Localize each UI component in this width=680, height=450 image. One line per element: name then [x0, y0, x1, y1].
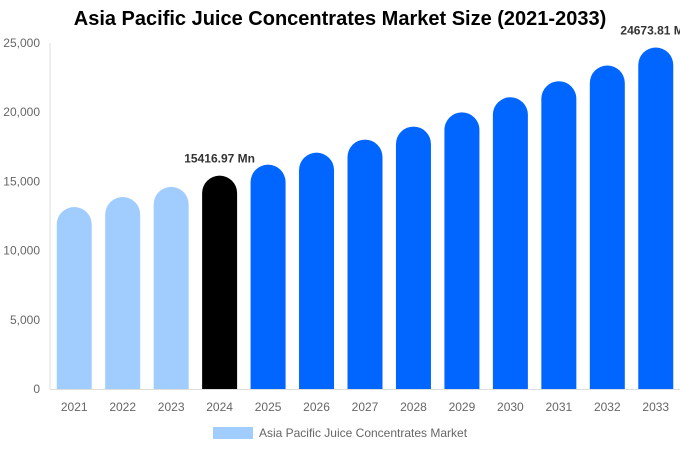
x-tick-label: 2032 [594, 400, 621, 414]
bar-2032 [589, 65, 625, 389]
x-tick-label: 2023 [158, 400, 185, 414]
bar-2029 [444, 112, 480, 390]
x-tick-label: 2025 [255, 400, 282, 414]
x-tick-label: 2026 [303, 400, 330, 414]
bar-2025 [250, 164, 286, 389]
chart-title: Asia Pacific Juice Concentrates Market S… [73, 8, 607, 30]
bar-2022 [105, 197, 141, 389]
bar-2033 [638, 47, 674, 390]
bar-2028 [395, 126, 431, 390]
x-tick-label: 2030 [497, 400, 524, 414]
legend-label: Asia Pacific Juice Concentrates Market [258, 426, 468, 440]
x-tick-label: 2031 [545, 400, 572, 414]
x-tick-label: 2029 [449, 400, 476, 414]
bar-2027 [347, 139, 383, 389]
x-tick-label: 2024 [206, 400, 233, 414]
y-tick-label: 10,000 [3, 244, 40, 258]
bar-2023 [153, 186, 189, 389]
bar-2031 [541, 81, 577, 390]
y-tick-label: 25,000 [3, 36, 40, 50]
bar-2030 [492, 97, 528, 390]
x-tick-label: 2022 [109, 400, 136, 414]
y-tick-label: 0 [33, 382, 40, 396]
legend: Asia Pacific Juice Concentrates Market [0, 426, 680, 440]
data-label-2024: 15416.97 Mn [184, 152, 255, 166]
y-tick-label: 15,000 [3, 174, 40, 188]
x-tick-label: 2028 [400, 400, 427, 414]
bar-2024 [202, 175, 238, 389]
x-tick-label: 2033 [642, 400, 669, 414]
x-tick-label: 2021 [61, 400, 88, 414]
legend-swatch [212, 427, 253, 439]
bar-2021 [56, 207, 92, 389]
bar-2026 [299, 152, 335, 389]
x-tick-label: 2027 [352, 400, 379, 414]
y-tick-label: 5,000 [10, 313, 40, 327]
data-label-2033: 24673.81 Mn [620, 24, 680, 38]
y-tick-label: 20,000 [3, 105, 40, 119]
